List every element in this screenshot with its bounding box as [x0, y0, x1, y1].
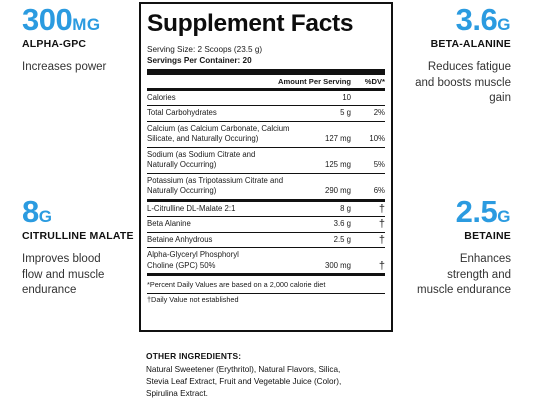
nutrient-name: Calcium (as Calcium Carbonate, Calcium Si…	[147, 123, 290, 144]
alpha-gpc-callout: 300MG ALPHA-GPC Increases power	[22, 4, 106, 76]
nutrient-dv: †	[378, 233, 385, 246]
supplement-facts-panel: Supplement Facts Serving Size: 2 Scoops …	[139, 2, 393, 332]
facts-row-calcium: Calcium (as Calcium Carbonate, Calcium Si…	[147, 122, 385, 148]
facts-row-citrulline: L-Citrulline DL-Malate 2:1 8 g †	[147, 202, 385, 217]
alpha-gpc-amount: 300MG	[22, 2, 101, 37]
nutrient-amount: 8 g	[340, 203, 351, 213]
facts-header-row: Amount Per Serving %DV*	[147, 75, 385, 91]
nutrient-name: Potassium (as Tripotassium Citrate and Na…	[147, 175, 284, 196]
betaine-name: BETAINE	[464, 230, 511, 242]
nutrient-name: Betaine Anhydrous	[147, 234, 213, 244]
citrulline-name: CITRULLINE MALATE	[22, 230, 134, 242]
dv-header: %DV*	[364, 76, 385, 86]
serving-size: Serving Size: 2 Scoops (23.5 g)	[147, 44, 263, 54]
facts-row-potassium: Potassium (as Tripotassium Citrate and Na…	[147, 174, 385, 202]
betaine-description: Enhances strength and muscle endurance	[417, 253, 511, 296]
nutrient-dv: 5%	[373, 160, 385, 169]
facts-row-alpha-gpc: Alpha-Glyceryl Phosphoryl Choline (GPC) 5…	[147, 248, 385, 276]
thick-divider	[147, 68, 385, 75]
alpha-gpc-name: ALPHA-GPC	[22, 38, 87, 50]
beta-alanine-name: BETA-ALANINE	[430, 38, 511, 50]
other-ingredients-line: Natural Sweetener (Erythritol), Natural …	[146, 365, 341, 374]
alpha-gpc-description: Increases power	[22, 61, 107, 73]
servings-per-container: Servings Per Container: 20	[147, 55, 252, 65]
other-ingredients-line: Spirulina Extract.	[146, 389, 208, 398]
nutrient-dv: †	[378, 260, 385, 272]
other-ingredients-heading: OTHER INGREDIENTS:	[146, 351, 242, 361]
nutrient-dv: †	[378, 202, 385, 215]
beta-alanine-description: Reduces fatigue and boosts muscle gain	[415, 61, 511, 104]
supplement-facts-title: Supplement Facts	[147, 10, 354, 37]
nutrient-name: Beta Alanine	[147, 219, 191, 228]
facts-row-carbohydrates: Total Carbohydrates 5 g 2%	[147, 106, 385, 122]
facts-footnotes: *Percent Daily Values are based on a 2,0…	[147, 276, 385, 306]
nutrient-dv: 2%	[373, 108, 385, 117]
betaine-amount: 2.5G	[455, 194, 511, 229]
betaine-callout: 2.5G BETAINE Enhances strength and muscl…	[401, 196, 511, 299]
nutrient-amount: 3.6 g	[333, 219, 351, 228]
citrulline-description: Improves blood flow and muscle endurance	[22, 253, 105, 296]
nutrient-amount: 300 mg	[324, 260, 351, 270]
facts-row-calories: Calories 10	[147, 91, 385, 106]
nutrient-name: Alpha-Glyceryl Phosphoryl Choline (GPC) 5…	[147, 250, 239, 270]
other-ingredients-line: Stevia Leaf Extract, Fruit and Vegetable…	[146, 377, 342, 386]
nutrient-amount: 127 mg	[324, 134, 351, 143]
facts-row-sodium: Sodium (as Sodium Citrate and Naturally O…	[147, 148, 385, 174]
nutrient-name: L-Citrulline DL-Malate 2:1	[147, 203, 236, 213]
footnote-dv: *Percent Daily Values are based on a 2,0…	[147, 279, 385, 294]
nutrient-amount: 10	[342, 92, 351, 102]
nutrient-amount: 5 g	[340, 108, 351, 117]
nutrient-dv: 10%	[369, 134, 385, 143]
nutrient-amount: 2.5 g	[333, 234, 351, 244]
nutrient-dv: †	[378, 218, 385, 231]
footnote-dagger: †Daily Value not established	[147, 295, 239, 304]
other-ingredients: OTHER INGREDIENTS: Natural Sweetener (Er…	[146, 350, 386, 400]
amount-per-serving-header: Amount Per Serving	[278, 76, 351, 86]
beta-alanine-amount: 3.6G	[455, 2, 511, 37]
nutrient-dv: 6%	[373, 186, 385, 195]
nutrient-name: Sodium (as Sodium Citrate and Naturally O…	[147, 149, 256, 170]
facts-row-betaine: Betaine Anhydrous 2.5 g †	[147, 233, 385, 248]
nutrient-name: Calories	[147, 92, 176, 102]
beta-alanine-callout: 3.6G BETA-ALANINE Reduces fatigue and bo…	[391, 4, 511, 107]
citrulline-amount: 8G	[22, 194, 53, 229]
citrulline-callout: 8G CITRULLINE MALATE Improves blood flow…	[22, 196, 134, 299]
facts-row-beta-alanine: Beta Alanine 3.6 g †	[147, 217, 385, 233]
nutrient-amount: 125 mg	[324, 160, 351, 169]
nutrient-name: Total Carbohydrates	[147, 108, 217, 117]
nutrient-amount: 290 mg	[324, 186, 351, 195]
